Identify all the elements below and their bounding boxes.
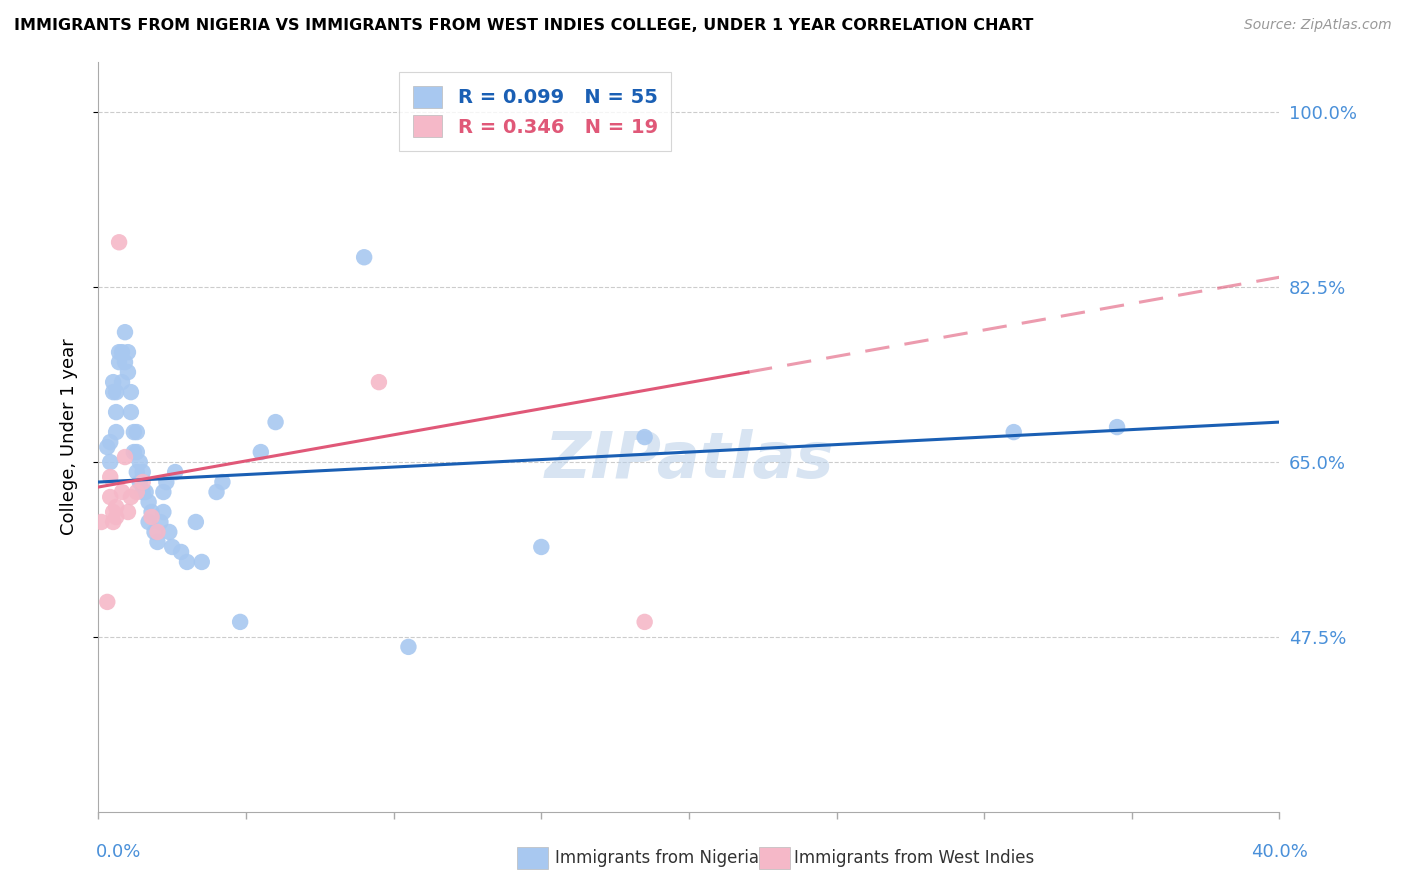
Point [98,455,121,469]
Point [211,475,233,489]
Point [146,535,169,549]
Point [120,490,142,504]
Point [398,640,420,654]
Point [149,515,172,529]
Text: ZIPatlas: ZIPatlas [544,428,834,491]
Point [108,235,131,250]
Point [634,615,657,629]
Point [111,485,134,500]
Text: IMMIGRANTS FROM NIGERIA VS IMMIGRANTS FROM WEST INDIES COLLEGE, UNDER 1 YEAR COR: IMMIGRANTS FROM NIGERIA VS IMMIGRANTS FR… [14,18,1033,33]
Point [120,405,142,419]
Point [141,505,163,519]
Point [120,385,142,400]
Point [122,425,145,439]
Point [165,465,187,479]
Point [111,375,134,389]
Point [105,500,128,514]
Point [368,375,391,389]
Point [96,440,118,454]
Text: 40.0%: 40.0% [1251,843,1308,861]
Point [103,375,125,389]
Point [132,485,155,500]
Point [530,540,553,554]
Point [191,555,214,569]
Point [105,385,128,400]
Point [634,430,657,444]
Point [98,435,121,450]
Point [353,250,375,264]
Text: Source: ZipAtlas.com: Source: ZipAtlas.com [1244,18,1392,32]
Point [184,515,207,529]
Point [146,524,169,539]
Text: 0.0%: 0.0% [96,843,141,861]
Point [1002,425,1025,439]
Point [138,515,160,529]
Point [157,524,180,539]
Point [1107,420,1129,434]
Point [96,595,118,609]
Point [132,465,155,479]
Point [90,515,112,529]
Point [143,524,166,539]
Point [125,465,148,479]
Point [105,510,128,524]
Legend: R = 0.099   N = 55, R = 0.346   N = 19: R = 0.099 N = 55, R = 0.346 N = 19 [399,72,672,151]
Point [108,355,131,369]
Point [98,490,121,504]
Point [105,405,128,419]
Point [135,485,157,500]
Point [114,450,136,464]
Point [128,455,150,469]
Point [125,485,148,500]
Point [117,505,139,519]
Point [122,445,145,459]
Point [155,475,177,489]
Text: Immigrants from Nigeria: Immigrants from Nigeria [555,849,759,867]
Point [108,345,131,359]
Point [250,445,273,459]
Point [162,540,183,554]
Text: Immigrants from West Indies: Immigrants from West Indies [794,849,1035,867]
Point [128,475,150,489]
Point [125,425,148,439]
Point [103,505,125,519]
Point [170,545,193,559]
Point [105,425,128,439]
Point [114,355,136,369]
Point [111,345,134,359]
Point [125,445,148,459]
Point [152,505,174,519]
Point [152,485,174,500]
Point [117,365,139,379]
Point [98,470,121,484]
Point [138,495,160,509]
Point [141,510,163,524]
Point [114,325,136,339]
Point [132,475,155,489]
Point [176,555,198,569]
Point [229,615,252,629]
Y-axis label: College, Under 1 year: College, Under 1 year [59,339,77,535]
Point [205,485,228,500]
Point [103,385,125,400]
Point [264,415,287,429]
Point [103,515,125,529]
Point [117,345,139,359]
